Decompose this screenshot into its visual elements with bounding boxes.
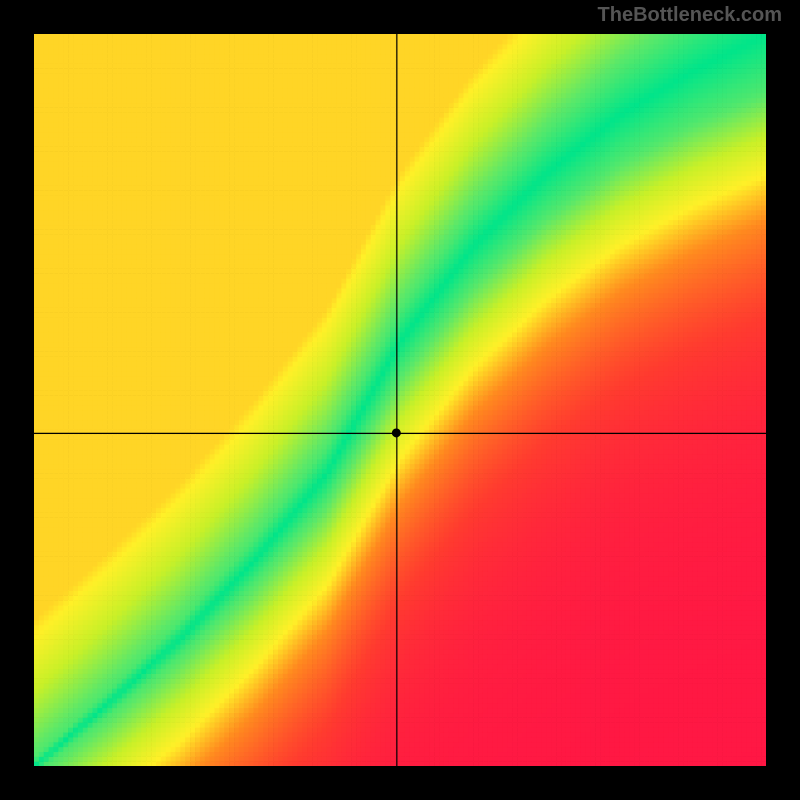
chart-container: TheBottleneck.com <box>0 0 800 800</box>
watermark-text: TheBottleneck.com <box>598 4 782 27</box>
bottleneck-heatmap <box>34 34 766 766</box>
